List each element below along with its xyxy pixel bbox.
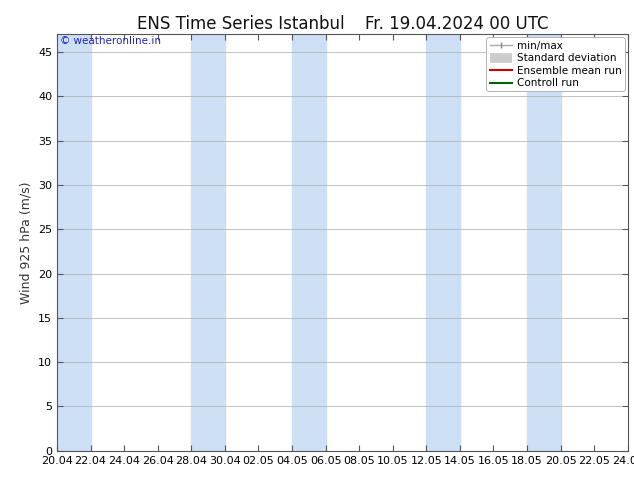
Bar bbox=[527, 34, 560, 451]
Bar bbox=[57, 34, 91, 451]
Text: ENS Time Series Istanbul: ENS Time Series Istanbul bbox=[137, 15, 345, 33]
Y-axis label: Wind 925 hPa (m/s): Wind 925 hPa (m/s) bbox=[20, 181, 32, 304]
Bar bbox=[191, 34, 225, 451]
Text: © weatheronline.in: © weatheronline.in bbox=[60, 36, 161, 47]
Bar bbox=[292, 34, 326, 451]
Bar bbox=[426, 34, 460, 451]
Text: Fr. 19.04.2024 00 UTC: Fr. 19.04.2024 00 UTC bbox=[365, 15, 548, 33]
Legend: min/max, Standard deviation, Ensemble mean run, Controll run: min/max, Standard deviation, Ensemble me… bbox=[486, 37, 624, 92]
